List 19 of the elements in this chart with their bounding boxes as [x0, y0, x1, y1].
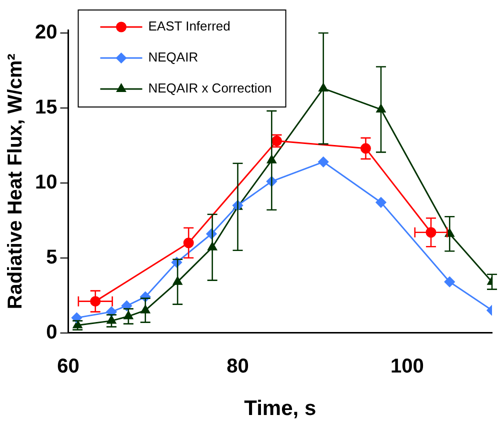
- y-tick-label: 15: [34, 96, 58, 118]
- x-tick-label: 80: [226, 355, 249, 378]
- y-axis-title: Radiative Heat Flux, W/cm²: [4, 53, 27, 310]
- x-tick-label: 100: [390, 355, 424, 378]
- point: [444, 276, 455, 288]
- y-tick-label: 20: [34, 22, 58, 44]
- y-tick-label: 10: [34, 171, 58, 194]
- x-tick-label: 60: [57, 355, 80, 378]
- y-tick-label: 5: [46, 246, 58, 268]
- point: [318, 156, 329, 168]
- point: [106, 316, 116, 324]
- y-tick-label: 0: [46, 321, 58, 344]
- x-axis-title: Time, s: [244, 397, 316, 420]
- legend-label: NEQAIR x Correction: [148, 80, 272, 96]
- point: [172, 276, 182, 285]
- point: [376, 197, 386, 208]
- legend-label: NEQAIR: [148, 50, 198, 65]
- legend-label: EAST Inferred: [148, 18, 230, 34]
- point: [124, 311, 134, 320]
